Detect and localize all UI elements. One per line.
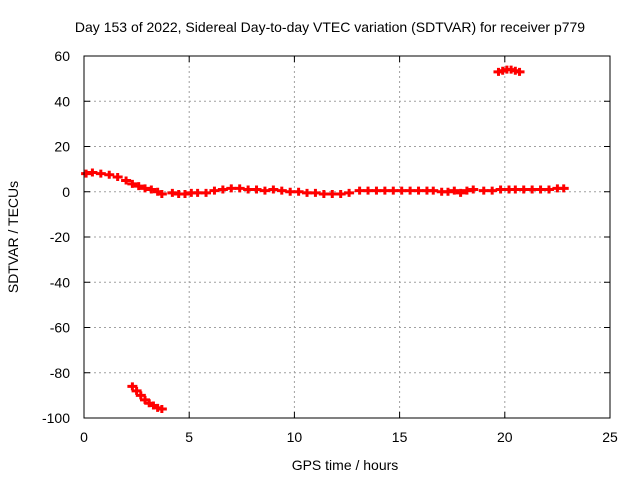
data-point xyxy=(87,168,98,177)
data-point xyxy=(217,185,228,194)
data-point xyxy=(558,184,569,193)
data-point xyxy=(276,186,287,195)
x-tick-label: 5 xyxy=(185,429,193,445)
data-point xyxy=(354,186,365,195)
data-point xyxy=(268,185,279,194)
data-point xyxy=(514,67,525,76)
x-tick-label: 0 xyxy=(80,429,88,445)
x-tick-label: 15 xyxy=(392,429,408,445)
data-point xyxy=(371,186,382,195)
data-point xyxy=(201,188,212,197)
data-point xyxy=(226,184,237,193)
x-tick-label: 10 xyxy=(287,429,303,445)
data-point xyxy=(396,186,407,195)
y-tick-label: 40 xyxy=(54,93,70,109)
data-point xyxy=(405,186,416,195)
data-point xyxy=(127,382,138,391)
y-tick-label: 0 xyxy=(62,184,70,200)
y-tick-label: -40 xyxy=(50,274,70,290)
y-tick-label: -60 xyxy=(50,320,70,336)
data-point xyxy=(104,170,115,179)
chart-title: Day 153 of 2022, Sidereal Day-to-day VTE… xyxy=(75,19,585,35)
data-point xyxy=(95,169,106,178)
grid xyxy=(84,56,610,418)
data-point xyxy=(344,188,355,197)
data-point xyxy=(449,186,460,195)
data-point xyxy=(131,386,142,395)
data-point xyxy=(127,179,138,188)
data-point xyxy=(535,185,546,194)
data-point xyxy=(543,185,554,194)
data-point xyxy=(285,187,296,196)
y-tick-label: 60 xyxy=(54,48,70,64)
data-point xyxy=(455,188,466,197)
data-point xyxy=(302,188,313,197)
data-point xyxy=(510,185,521,194)
data-point xyxy=(112,173,123,182)
data-point xyxy=(413,186,424,195)
axis-ticks: 0 5 10 15 20 25 -100 -80 -60 -40 -20 0 20 40 60 xyxy=(42,48,618,445)
y-tick-label: -20 xyxy=(50,229,70,245)
x-axis-label: GPS time / hours xyxy=(292,457,399,473)
data-point xyxy=(495,185,506,194)
data-point xyxy=(363,186,374,195)
data-point xyxy=(428,186,439,195)
data-point xyxy=(156,190,167,199)
data-point xyxy=(243,185,254,194)
data-point xyxy=(379,186,390,195)
data-point xyxy=(487,186,498,195)
data-point xyxy=(310,188,321,197)
data-point xyxy=(468,185,479,194)
data-point xyxy=(518,185,529,194)
data-point xyxy=(234,184,245,193)
data-point xyxy=(146,185,157,194)
data-point xyxy=(388,186,399,195)
data-point xyxy=(335,190,346,199)
data-point xyxy=(327,190,338,199)
data-point xyxy=(133,182,144,191)
data-point xyxy=(156,404,167,413)
data-point xyxy=(209,186,220,195)
data-point xyxy=(135,391,146,400)
data-points xyxy=(81,65,569,413)
data-point xyxy=(318,190,329,199)
y-tick-label: -100 xyxy=(42,410,70,426)
data-point xyxy=(192,188,203,197)
y-tick-label: -80 xyxy=(50,365,70,381)
data-point xyxy=(293,187,304,196)
y-tick-label: 20 xyxy=(54,139,70,155)
x-tick-label: 20 xyxy=(497,429,513,445)
data-point xyxy=(259,186,270,195)
y-axis-label: SDTVAR / TECUs xyxy=(5,181,21,293)
data-point xyxy=(527,185,538,194)
x-tick-label: 25 xyxy=(602,429,618,445)
data-point xyxy=(478,186,489,195)
data-point xyxy=(251,185,262,194)
data-point xyxy=(121,176,132,185)
